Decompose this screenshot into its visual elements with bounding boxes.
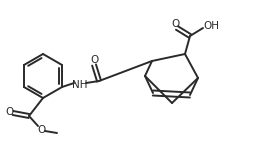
- Text: O: O: [90, 55, 98, 65]
- Text: O: O: [5, 107, 13, 117]
- Text: O: O: [37, 125, 45, 135]
- Text: NH: NH: [72, 80, 88, 90]
- Text: OH: OH: [203, 21, 219, 31]
- Text: O: O: [171, 19, 179, 29]
